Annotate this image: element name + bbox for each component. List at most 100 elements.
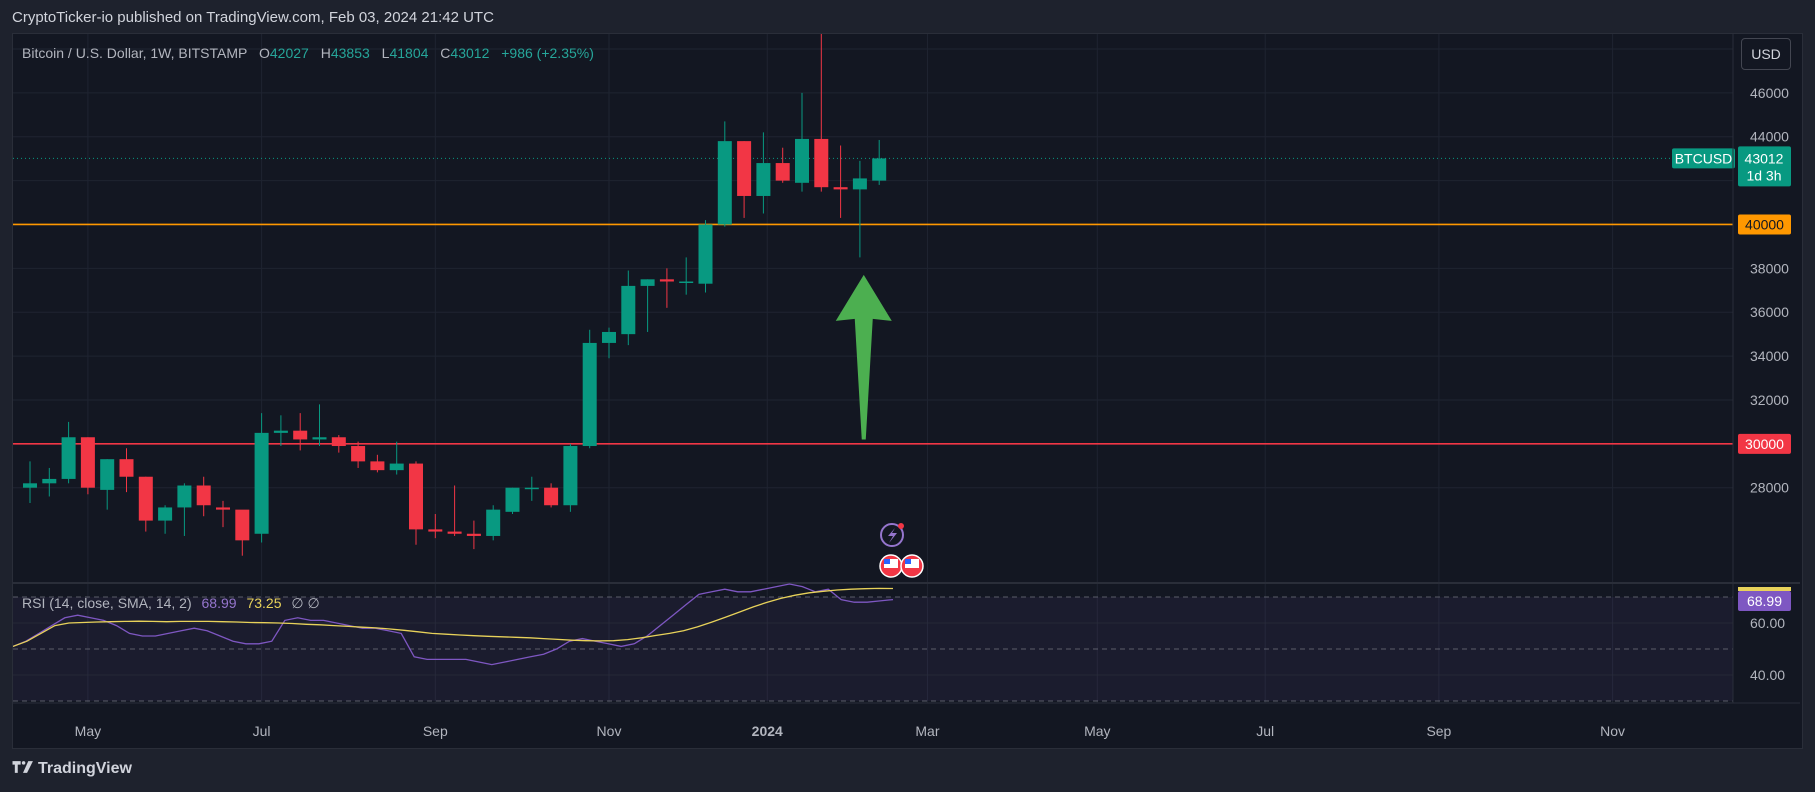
open-label: O: [259, 45, 270, 61]
level-upper-label-bg: [1738, 214, 1791, 235]
candle-body: [795, 138, 809, 183]
candle-body: [621, 285, 636, 335]
price-tick-label: 38000: [1750, 260, 1789, 276]
high-value: 43853: [330, 45, 370, 61]
us-flag-stripe-icon: [884, 559, 898, 568]
candle-body: [775, 163, 790, 181]
change-value: +986 (+2.35%): [501, 45, 594, 61]
close-value: 43012: [450, 45, 490, 61]
candle-body: [544, 487, 559, 506]
last-price-label: 43012: [1745, 150, 1784, 166]
tradingview-logo-icon: [12, 761, 33, 773]
price-tick-label: 44000: [1750, 129, 1789, 145]
candle-body: [698, 224, 713, 284]
annotation-arrow: [835, 274, 892, 440]
low-value: 41804: [389, 45, 429, 61]
candle-body: [351, 446, 366, 462]
candle-body: [640, 279, 655, 286]
rsi-value-tag: 68.99: [1747, 593, 1782, 609]
candle-body: [273, 430, 288, 433]
rsi-line: [13, 583, 894, 666]
candle-body: [872, 158, 887, 181]
candle-body: [428, 529, 443, 532]
time-tick-label: Nov: [597, 723, 622, 739]
price-tick-label: 32000: [1750, 392, 1789, 408]
candle-body: [852, 178, 867, 190]
ticker-label-bg: [1672, 148, 1735, 169]
time-tick-label: 2024: [752, 723, 783, 739]
time-tick-label: Sep: [423, 723, 448, 739]
candle-body: [602, 331, 616, 343]
rsi-legend: RSI (14, close, SMA, 14, 2) 68.99 73.25 …: [22, 595, 320, 612]
rsi-extra: ∅ ∅: [291, 595, 320, 611]
candle-body: [505, 487, 520, 512]
time-tick-label: Jul: [1256, 723, 1274, 739]
level-lower-label-bg: [1738, 433, 1791, 454]
candle-body: [196, 485, 211, 506]
low-label: L: [381, 45, 390, 61]
candle-body: [370, 461, 385, 471]
level-upper-label: 40000: [1745, 216, 1784, 232]
us-flag-canton-icon: [884, 559, 890, 564]
symbol-legend: Bitcoin / U.S. Dollar, 1W, BITSTAMP O420…: [22, 45, 594, 61]
rsi-label: RSI (14, close, SMA, 14, 2): [22, 595, 192, 611]
event-dot-icon: [898, 523, 904, 529]
candles: [23, 34, 887, 556]
rsi-sma-value: 73.25: [246, 595, 282, 611]
candle-body: [659, 279, 674, 282]
price-tick-label: 34000: [1750, 348, 1789, 364]
currency-button[interactable]: USD: [1741, 38, 1791, 70]
candle-body: [389, 463, 404, 471]
time-tick-label: Sep: [1426, 723, 1451, 739]
candle-body: [466, 533, 481, 536]
brand-name: TradingView: [38, 760, 132, 777]
candle-body: [158, 507, 173, 521]
candle-body: [42, 478, 57, 484]
price-tick-label: 28000: [1750, 480, 1789, 496]
time-tick-label: Nov: [1600, 723, 1625, 739]
price-tick-label: 36000: [1750, 304, 1789, 320]
candle-body: [524, 487, 539, 490]
event-flash-bolt-icon: [888, 528, 897, 543]
candle-body: [447, 531, 462, 534]
time-tick-label: Mar: [915, 723, 939, 739]
rsi-lines: [13, 583, 894, 666]
candle-body: [80, 437, 95, 488]
level-lower-label: 30000: [1745, 436, 1784, 452]
high-label: H: [320, 45, 331, 61]
candle-body: [582, 342, 597, 447]
candle-body: [235, 509, 250, 541]
us-flag-canton-icon: [905, 559, 911, 564]
candle-body: [737, 141, 752, 196]
price-tick-label: 46000: [1750, 85, 1789, 101]
time-tick-label: May: [75, 723, 101, 739]
time-axis: May Jul Sep Nov 2024 Mar May Jul Sep Nov: [75, 723, 1625, 739]
candle-body: [100, 459, 115, 490]
publisher-header: CryptoTicker-io published on TradingView…: [12, 9, 494, 26]
candle-body: [409, 463, 423, 530]
candle-body: [23, 483, 37, 488]
candle-body: [486, 509, 501, 536]
close-label: C: [440, 45, 451, 61]
rsi-sma-tag: [1738, 587, 1791, 591]
countdown-label: 1d 3h: [1746, 167, 1781, 183]
candle-body: [138, 476, 153, 521]
candle-body: [679, 281, 694, 284]
candle-body: [756, 163, 771, 196]
candle-body: [814, 138, 829, 188]
last-price-tag-bg: [1738, 146, 1791, 187]
candle-body: [833, 187, 848, 190]
us-flag-stripe-icon: [905, 559, 919, 568]
rsi-tick-label: 40.00: [1750, 667, 1785, 683]
candle-body: [216, 507, 230, 510]
rsi-tick-label: 60.00: [1750, 615, 1785, 631]
price-axis: 2800032000340003600038000440004600048000…: [1750, 41, 1789, 683]
time-tick-label: Jul: [253, 723, 271, 739]
candle-body: [717, 141, 732, 225]
chart-frame[interactable]: [12, 33, 1803, 749]
rsi-sma-line: [13, 587, 894, 648]
rsi-value: 68.99: [201, 595, 237, 611]
tradingview-brand[interactable]: TradingView: [12, 760, 132, 778]
candle-body: [119, 459, 134, 477]
